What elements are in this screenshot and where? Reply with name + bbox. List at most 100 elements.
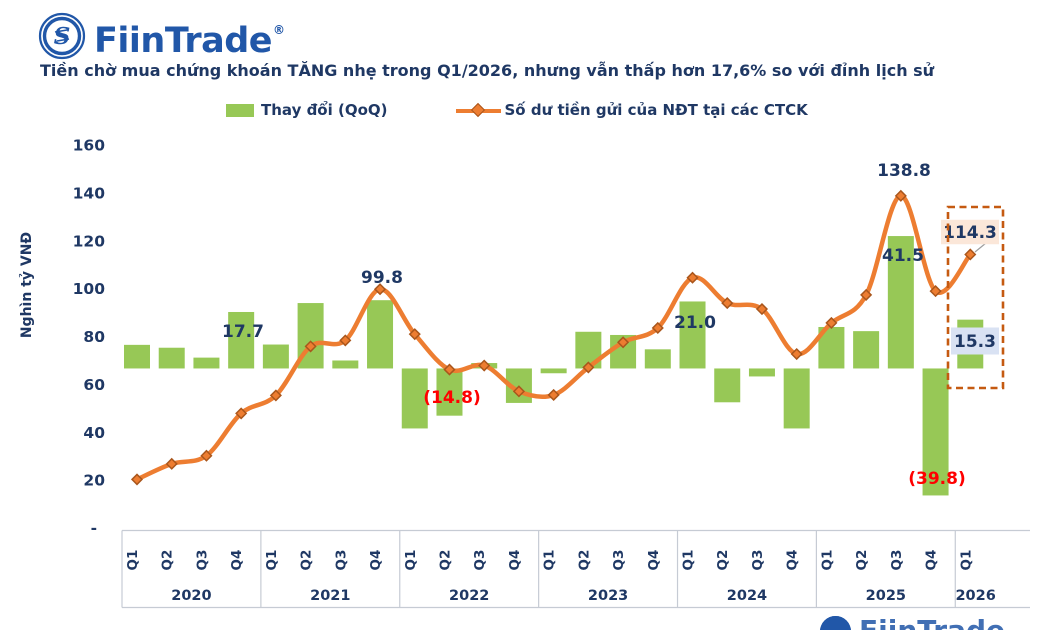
qoq-change-bar <box>436 368 463 416</box>
x-axis-quarter-label: Q3 <box>750 550 766 571</box>
data-point-marker <box>929 285 942 298</box>
y-axis-tick-label: 40 <box>83 424 105 442</box>
x-axis-quarter-label: Q4 <box>924 550 940 571</box>
x-axis-year-label: 2024 <box>727 588 767 604</box>
qoq-change-bar <box>193 357 220 369</box>
data-point-marker <box>165 457 178 470</box>
data-point-marker <box>686 271 699 284</box>
x-axis-quarter-label: Q2 <box>299 550 315 571</box>
data-point-marker <box>860 288 873 301</box>
x-axis-quarter-label: Q4 <box>646 550 662 571</box>
data-point-marker <box>755 302 769 316</box>
data-point-marker <box>200 449 213 462</box>
qoq-change-bar <box>714 368 741 403</box>
qoq-change-bar <box>228 311 255 369</box>
chart-legend: Thay đổi (QoQ) Số dư tiền gửi của NĐT tạ… <box>226 101 808 119</box>
green-bar-swatch-icon <box>226 103 254 117</box>
bar-value-label: 15.3 <box>954 332 996 352</box>
data-point-marker <box>894 189 907 202</box>
data-point-marker <box>373 283 387 296</box>
y-axis-tick-label: 140 <box>73 184 106 202</box>
data-point-marker <box>512 385 525 398</box>
y-axis-tick-label: 100 <box>73 280 106 298</box>
chart-title: Tiền chờ mua chứng khoán TĂNG nhẹ trong … <box>40 61 935 80</box>
data-point-marker <box>582 361 595 374</box>
data-point-marker <box>617 336 630 349</box>
bar-value-label-box <box>951 327 999 355</box>
x-axis-quarter-label: Q1 <box>819 550 835 571</box>
x-axis-quarter-label: Q3 <box>611 550 627 571</box>
line-value-label: 138.8 <box>877 161 931 181</box>
x-axis-quarter-label: Q1 <box>264 550 280 571</box>
y-axis-tick-label: 60 <box>83 376 105 394</box>
qoq-change-bar <box>922 368 949 496</box>
data-point-marker <box>721 297 734 310</box>
x-axis-quarter-label: Q3 <box>889 550 905 571</box>
bar-value-label: 21.0 <box>674 313 716 333</box>
qoq-change-bar <box>679 301 706 369</box>
y-axis-tick-label: - <box>91 520 97 538</box>
legend-item-balance: Số dư tiền gửi của NĐT tại các CTCK <box>455 101 808 119</box>
data-point-marker <box>304 340 317 353</box>
data-point-marker <box>790 347 803 361</box>
y-axis-title: Nghìn tỷ VNĐ <box>19 232 35 339</box>
fiintrade-s-circle-icon <box>820 616 851 630</box>
qoq-change-bar <box>332 360 359 369</box>
x-axis-quarter-label: Q3 <box>194 550 210 571</box>
line-value-label: 99.8 <box>361 268 403 288</box>
x-axis-quarter-label: Q2 <box>437 550 453 571</box>
x-axis-year-label: 2026 <box>955 588 995 604</box>
q1-2026-highlight-box <box>946 205 1005 390</box>
x-axis-quarter-label: Q3 <box>333 550 349 571</box>
x-axis-year-label: 2020 <box>171 588 211 604</box>
x-axis-quarter-label: Q4 <box>368 550 384 571</box>
x-axis-quarter-label: Q2 <box>576 550 592 571</box>
registered-mark: ® <box>273 23 285 37</box>
x-axis-quarter-label: Q2 <box>715 550 731 571</box>
qoq-change-bar <box>748 368 775 377</box>
qoq-change-bar <box>124 344 150 369</box>
x-axis-quarter-label: Q1 <box>958 550 974 571</box>
qoq-change-bar <box>367 300 394 369</box>
data-point-marker <box>964 248 977 261</box>
x-axis-year-label: 2023 <box>588 588 628 604</box>
y-axis-tick-label: 20 <box>83 472 105 490</box>
x-axis-year-label: 2025 <box>866 588 906 604</box>
qoq-change-bar <box>262 344 289 369</box>
y-axis-tick-label: 160 <box>73 137 106 155</box>
bar-value-label: 41.5 <box>882 246 924 266</box>
data-point-marker <box>547 388 560 402</box>
x-axis-quarter-label: Q4 <box>507 550 523 571</box>
data-point-marker <box>339 334 352 347</box>
qoq-change-bar <box>644 349 671 369</box>
brand-logo: S FiinTrade® <box>38 6 285 65</box>
x-axis-quarter-label: Q3 <box>472 550 488 571</box>
x-axis-quarter-label: Q2 <box>854 550 870 571</box>
qoq-change-bar <box>401 368 428 429</box>
qoq-change-bar <box>853 331 880 369</box>
data-point-marker <box>825 316 838 329</box>
x-axis-year-label: 2022 <box>449 588 489 604</box>
qoq-change-bar <box>540 368 567 374</box>
qoq-change-bar <box>783 368 810 429</box>
x-axis-quarter-label: Q1 <box>125 550 141 571</box>
data-point-marker <box>408 328 421 341</box>
data-point-marker <box>269 389 282 402</box>
x-axis-year-label: 2021 <box>310 588 350 604</box>
label-leader-line <box>974 242 987 253</box>
data-point-marker <box>651 321 664 335</box>
x-axis-quarter-label: Q1 <box>681 550 697 571</box>
bar-value-label: 17.7 <box>222 322 264 342</box>
brand-name: FiinTrade® <box>94 21 285 61</box>
footer-brand-name: FiinTrade <box>859 616 1005 630</box>
legend-label-qoq: Thay đổi (QoQ) <box>261 101 388 119</box>
x-axis-quarter-label: Q1 <box>542 550 558 571</box>
x-axis-quarter-label: Q4 <box>229 550 245 571</box>
bar-value-label: (14.8) <box>423 388 480 408</box>
data-point-marker <box>130 473 144 486</box>
data-point-marker <box>443 363 456 376</box>
legend-item-qoq: Thay đổi (QoQ) <box>226 101 388 119</box>
line-value-label: 114.3 <box>943 223 997 243</box>
